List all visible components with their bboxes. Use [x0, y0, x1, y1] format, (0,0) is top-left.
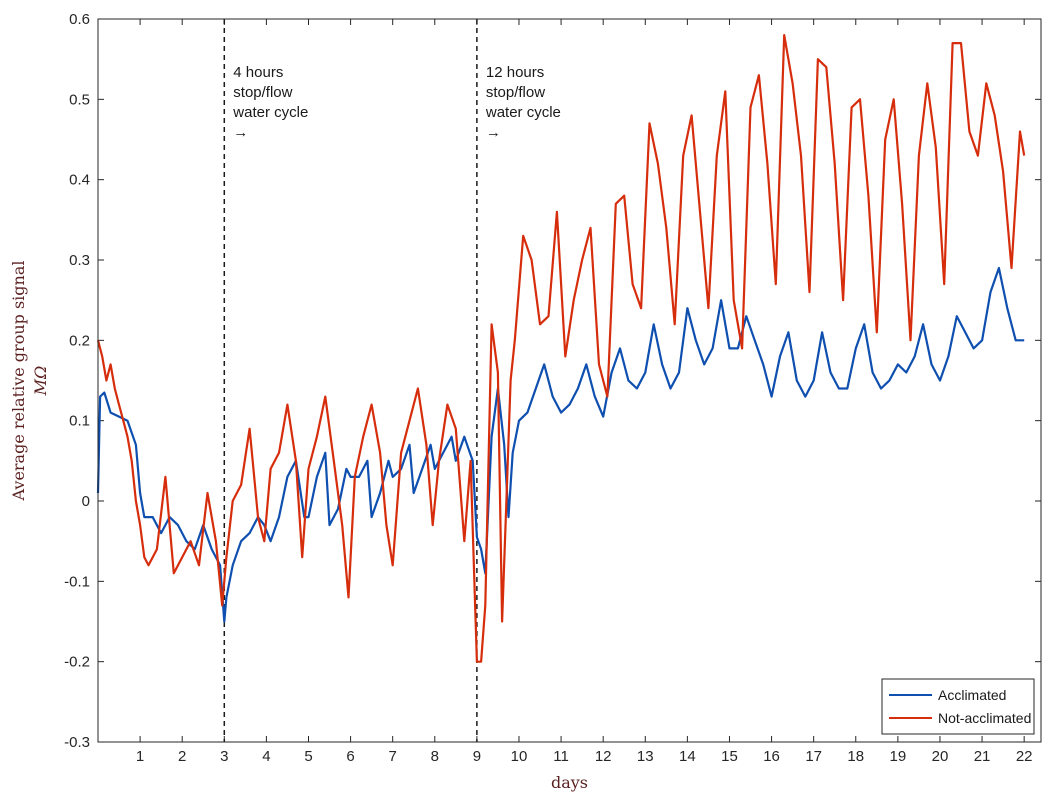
y-tick-label: -0.2 [64, 654, 90, 671]
x-tick-label: 4 [262, 748, 270, 765]
x-tick-label: 7 [389, 748, 397, 765]
phase-divider-lines [223, 19, 478, 742]
legend-label-not-acclimated: Not-acclimated [938, 710, 1031, 726]
x-tick-label: 17 [805, 748, 822, 765]
x-tick-label: 12 [595, 748, 612, 765]
x-tick-label: 3 [220, 748, 228, 765]
legend-label-acclimated: Acclimated [938, 687, 1006, 703]
y-tick-label: 0.4 [69, 172, 90, 189]
y-tick-label: -0.3 [64, 734, 90, 751]
plot-frame [97, 18, 1042, 743]
x-tick-label: 14 [679, 748, 696, 765]
x-tick-label: 10 [511, 748, 528, 765]
x-tick-label: 19 [890, 748, 907, 765]
x-tick-label: 2 [178, 748, 186, 765]
x-tick-label: 16 [763, 748, 780, 765]
x-tick-label: 22 [1016, 748, 1033, 765]
phase-annotation-text: 4 hours [233, 64, 283, 81]
y-tick-label: 0 [82, 493, 90, 510]
x-tick-label: 21 [974, 748, 991, 765]
series-line-not-acclimated [96, 34, 1026, 663]
y-tick-label: 0.3 [69, 252, 90, 269]
series-line-acclimated [96, 266, 1025, 623]
x-tick-label: 8 [431, 748, 439, 765]
x-tick-label: 15 [721, 748, 738, 765]
phase-annotation-text: water cycle [485, 104, 561, 121]
x-tick-label: 1 [136, 748, 144, 765]
phase-annotation-text: 12 hours [486, 64, 544, 81]
phase-annotation-text: stop/flow [486, 84, 545, 101]
phase-annotation-text: water cycle [232, 104, 308, 121]
phase-annotations: 4 hours stop/flow water cycle → 12 hours stop… [232, 64, 561, 141]
y-axis-ticks: -0.3 -0.2 -0.1 0 0.1 0.2 0.3 0.4 0.5 0.6 [64, 11, 1041, 751]
x-tick-label: 13 [637, 748, 654, 765]
y-axis-title-line1: Average relative group signal [9, 261, 28, 502]
y-axis-title-unit: MΩ [31, 366, 50, 397]
x-axis-ticks: 1 2 3 4 5 6 7 8 9 10 11 12 13 14 15 16 17 18 19 20 21 22 [136, 19, 1033, 765]
y-tick-label: 0.5 [69, 91, 90, 108]
y-tick-label: 0.1 [69, 413, 90, 430]
phase-annotation-text: → [486, 124, 501, 141]
x-tick-label: 9 [473, 748, 481, 765]
series-lines [96, 34, 1026, 663]
phase-annotation-text: stop/flow [233, 84, 292, 101]
x-tick-label: 18 [847, 748, 864, 765]
x-tick-label: 20 [932, 748, 949, 765]
y-tick-label: 0.6 [69, 11, 90, 28]
x-tick-label: 11 [553, 748, 569, 765]
x-axis-title: days [551, 773, 588, 792]
phase-annotation-text: → [233, 124, 248, 141]
y-tick-label: -0.1 [64, 573, 90, 590]
x-tick-label: 5 [304, 748, 312, 765]
legend-box [881, 678, 1035, 735]
x-tick-label: 6 [346, 748, 354, 765]
y-axis-title: Average relative group signal MΩ [9, 261, 50, 502]
y-tick-label: 0.2 [69, 332, 90, 349]
legend: Acclimated Not-acclimated [881, 678, 1035, 735]
